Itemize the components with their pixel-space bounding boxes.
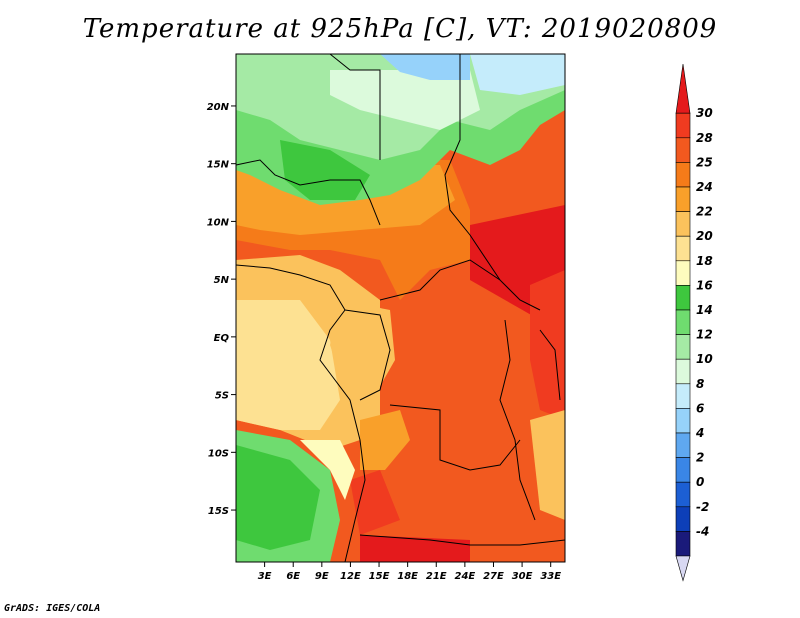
lon-tick-label: 30E [512, 571, 533, 582]
colorbar-top-arrow [675, 63, 691, 114]
field-southeast-pale [530, 410, 565, 520]
border-east [539, 329, 561, 401]
colorbar-label: -4 [696, 524, 709, 538]
map-frame [235, 53, 566, 563]
field-dark-green-southwest [236, 445, 320, 550]
colorbar-label: 10 [696, 352, 713, 366]
colorbar-bin [675, 334, 691, 360]
colorbar-label: 0 [696, 475, 704, 489]
lon-tick-label: 18E [397, 571, 418, 582]
field-warm-south [350, 470, 400, 535]
border-drc-angola [389, 404, 521, 471]
chart-title: Temperature at 925hPa [C], VT: 201902080… [82, 14, 718, 44]
grads-credit: GrADS: IGES/COLA [4, 603, 101, 614]
lon-tick-label: 12E [340, 571, 361, 582]
lat-tick-label: EQ [214, 333, 230, 344]
lat-tick-label: 5S [215, 391, 229, 402]
colorbar-bin [675, 162, 691, 188]
field-angola-coast [360, 410, 410, 470]
colorbar-label: -2 [696, 500, 709, 514]
border-gabon [344, 309, 391, 401]
field-pale-west [236, 300, 340, 430]
colorbar-bin [675, 481, 691, 508]
colorbar-bin [675, 358, 691, 385]
lat-tick-label: 15S [208, 506, 229, 517]
lat-tick-label: 10N [207, 217, 230, 228]
colorbar-bottom-arrow [675, 555, 691, 582]
latitude-axis: 20N 15N 10N 5N EQ 5S 10S 15S [207, 102, 236, 517]
colorbar-bin [675, 112, 691, 139]
field-blue-sahara [380, 54, 470, 80]
colorbar-label: 8 [696, 377, 704, 391]
border-niger-chad [329, 53, 381, 160]
lon-tick-label: 9E [315, 571, 329, 582]
colorbar-label: 14 [696, 303, 713, 317]
border-chad-sudan [444, 54, 501, 281]
border-car [379, 259, 541, 311]
colorbar-bin [675, 408, 691, 434]
lat-tick-label: 10S [208, 448, 229, 459]
colorbar-label: 25 [696, 155, 713, 169]
colorbar-bin [675, 186, 691, 212]
lat-tick-label: 5N [214, 275, 230, 286]
border-south [359, 534, 566, 546]
colorbar-label: 24 [696, 180, 713, 194]
colorbar-bin [675, 432, 691, 458]
colorbar-bin [675, 383, 691, 409]
colorbar-label: 28 [696, 131, 713, 145]
lat-tick-label: 20N [207, 102, 230, 113]
field-gabon-band [330, 300, 395, 395]
colorbar-label: 30 [696, 106, 713, 120]
colorbar-bin [675, 211, 691, 237]
temperature-field [236, 54, 565, 562]
border-sahel [235, 159, 381, 226]
field-hot-southeast [530, 270, 565, 420]
colorbar-label: 6 [696, 401, 704, 415]
coastline-west [235, 264, 366, 563]
colorbar-bin [675, 457, 691, 483]
colorbar-label: 20 [696, 229, 713, 243]
longitude-axis: 3E 6E 9E 12E 15E 18E 21E 24E 27E 30E 33E [258, 562, 561, 582]
colorbar-bin [675, 260, 691, 286]
field-cream-coast [300, 440, 355, 500]
country-borders [235, 53, 566, 563]
colorbar-label: 16 [696, 278, 713, 292]
field-light-blue-northeast [470, 54, 565, 95]
colorbar-bin [675, 506, 691, 532]
colorbar-label: 12 [696, 328, 713, 342]
lon-tick-label: 27E [483, 571, 504, 582]
colorbar-label: 2 [696, 451, 704, 465]
lat-tick-label: 15N [207, 160, 230, 171]
lon-tick-label: 33E [540, 571, 561, 582]
rift-lakes [499, 319, 536, 521]
lon-tick-label: 24E [454, 571, 475, 582]
colorbar-bin [675, 137, 691, 163]
colorbar-bin [675, 309, 691, 335]
lon-tick-label: 15E [369, 571, 390, 582]
colorbar-label: 18 [696, 254, 713, 268]
colorbar-bin [675, 531, 691, 557]
colorbar-bin [675, 235, 691, 262]
field-pale-green-sahara [330, 70, 480, 130]
colorbar-bin [675, 285, 691, 311]
lon-tick-label: 3E [258, 571, 272, 582]
lon-tick-label: 6E [286, 571, 300, 582]
lon-tick-label: 21E [426, 571, 447, 582]
colorbar-label: 22 [696, 205, 713, 219]
colorbar-label: 4 [695, 426, 704, 440]
